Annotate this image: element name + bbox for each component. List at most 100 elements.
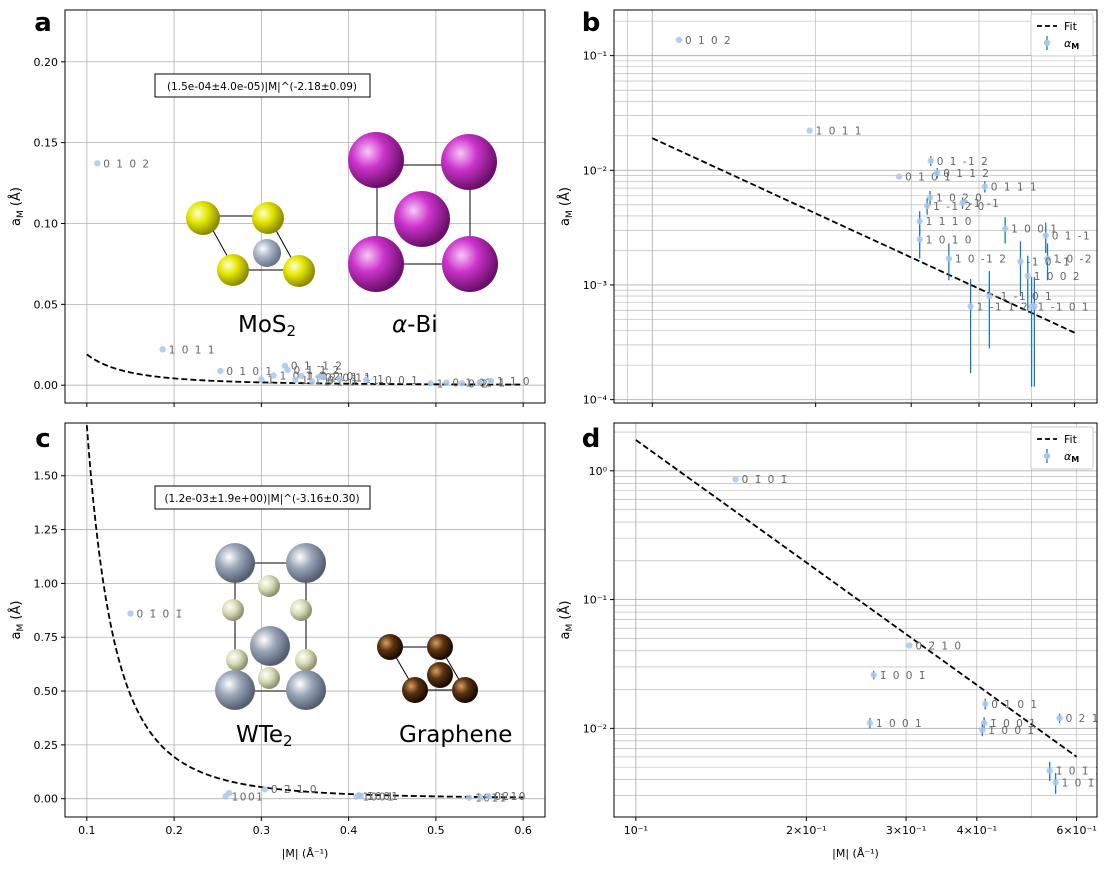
- bismuth-atom: [348, 132, 404, 188]
- y-axis-label: aM (Å): [8, 187, 26, 226]
- data-point: [926, 194, 934, 201]
- legend-label: αM: [1064, 450, 1079, 464]
- tellurium-atom: [226, 649, 248, 671]
- point-label: 1 -1 1 2: [977, 301, 1030, 313]
- data-point: [916, 217, 923, 225]
- data-point: [981, 183, 989, 190]
- y-tick-label: 10⁻⁴: [583, 394, 608, 407]
- panel-a: 0 1 0 21 0 1 10 1 0 111 0 1 00 1 -1 20 1…: [8, 8, 546, 407]
- data-point: [906, 642, 913, 649]
- y-tick-label: 0.20: [34, 56, 59, 69]
- grid: [614, 423, 1097, 817]
- bi-structure-inset: α-Bi: [348, 132, 498, 338]
- data-point: [1044, 255, 1051, 262]
- data-points: 0 1 0 21 0 1 10 1 0 111 0 1 00 1 -1 20 1…: [94, 158, 530, 390]
- y-tick-label: 10⁻²: [583, 722, 607, 735]
- point-label: 0 1 -1: [1052, 231, 1092, 243]
- point-label: 1 0 0 1: [372, 375, 419, 387]
- data-point: [1001, 225, 1009, 232]
- data-point: [298, 372, 305, 380]
- panel-letter: b: [582, 8, 601, 38]
- point-label: 1 0 2 0: [936, 192, 983, 204]
- data-point: [916, 236, 923, 243]
- y-tick-label: 0.00: [34, 793, 59, 806]
- legend-box: [1030, 426, 1094, 470]
- point-label: 1001: [362, 792, 395, 804]
- sulfur-atom: [186, 201, 220, 235]
- point-label: -1 -1: [969, 198, 1001, 210]
- x-axis-label: |M| (Å⁻¹): [282, 847, 329, 860]
- data-point: [159, 346, 166, 353]
- graphene-label: Graphene: [399, 722, 512, 748]
- wte2-label: WTe2: [236, 722, 293, 750]
- point-label: 0 1 1 1: [991, 182, 1038, 194]
- y-tick-label: 10⁻³: [583, 279, 607, 292]
- graphene-structure-inset: Graphene: [377, 634, 512, 748]
- tungsten-atom: [250, 626, 290, 666]
- data-point: [945, 255, 953, 262]
- tungsten-atom: [286, 543, 326, 583]
- point-label: 1̄001: [367, 791, 400, 803]
- point-label: 1: [267, 375, 275, 387]
- data-point: [357, 792, 365, 800]
- molybdenum-atom: [253, 239, 281, 267]
- y-tick-label: 10⁻¹: [583, 50, 607, 63]
- axes-frame: [613, 9, 1098, 404]
- panel-letter: d: [582, 424, 601, 454]
- data-point: [1031, 303, 1038, 310]
- x-tick-label: 6×10⁻¹: [1056, 824, 1096, 837]
- data-point: [458, 380, 466, 387]
- sulfur-atom: [217, 254, 249, 286]
- data-point: [465, 794, 473, 801]
- data-point: [979, 726, 986, 734]
- axes-frame: [64, 422, 546, 818]
- x-tick-label: 3×10⁻¹: [886, 824, 926, 837]
- data-point: [806, 127, 813, 134]
- data-point: [94, 160, 101, 167]
- bismuth-atom: [394, 191, 450, 247]
- point-label: 0 1 0 2: [685, 35, 732, 47]
- y-tick-label: 1.25: [34, 524, 59, 537]
- point-label: 0 2̄ 1 0: [271, 784, 318, 796]
- data-point: [986, 292, 993, 300]
- data-point: [225, 789, 233, 797]
- data-point: [1024, 272, 1031, 280]
- data-point: [261, 786, 269, 793]
- x-tick-label: 2×10⁻¹: [786, 824, 826, 837]
- y-tick-label: 10⁰: [589, 465, 608, 478]
- data-point: [870, 671, 877, 679]
- data-point: [127, 610, 134, 617]
- data-point: [1042, 232, 1049, 239]
- x-tick-label: 0.3: [253, 824, 271, 837]
- point-label: 0 1 -1 2: [937, 156, 990, 168]
- fit-line: [635, 439, 1078, 758]
- data-point: [675, 36, 683, 44]
- tellurium-atom: [222, 599, 244, 621]
- fit-line: [651, 137, 1075, 334]
- point-label: 1 0 0 2: [1034, 271, 1081, 283]
- data-point: [923, 202, 931, 210]
- panel-b: 0 1 0 21 0 1 10 1 0 10 1 -1 20 1 1 21 0 …: [557, 8, 1098, 407]
- tungsten-atom: [215, 670, 255, 710]
- mos2-label: MoS2: [238, 312, 296, 340]
- point-label: 1 0 1 0: [926, 234, 973, 246]
- data-point: [982, 700, 989, 708]
- data-point: [866, 719, 874, 727]
- point-label: 1 0 0 1: [876, 718, 923, 730]
- point-label: 0 2̄ 1 0: [915, 640, 962, 652]
- data-point: [336, 375, 344, 383]
- point-label: 1̄ 0 1̄ 1: [1056, 766, 1103, 778]
- panel-d: 0 1̄ 0 1̄ 0 2̄ 1 0 1̄ 0 0 1̄ 1 0 0 1 0 1 0 1…: [557, 422, 1103, 860]
- y-tick-label: 0.15: [34, 137, 59, 150]
- bi-label: α-Bi: [392, 312, 438, 338]
- grid: [65, 10, 545, 403]
- tungsten-atom: [286, 670, 326, 710]
- y-tick-label: 0.00: [34, 379, 59, 392]
- point-label: 1̄ 0 0 1̄: [880, 670, 927, 682]
- y-axis-label: aM (Å): [557, 187, 575, 226]
- grid: [614, 10, 1097, 403]
- carbon-atom: [427, 662, 453, 688]
- x-tick-label: 0.5: [427, 824, 445, 837]
